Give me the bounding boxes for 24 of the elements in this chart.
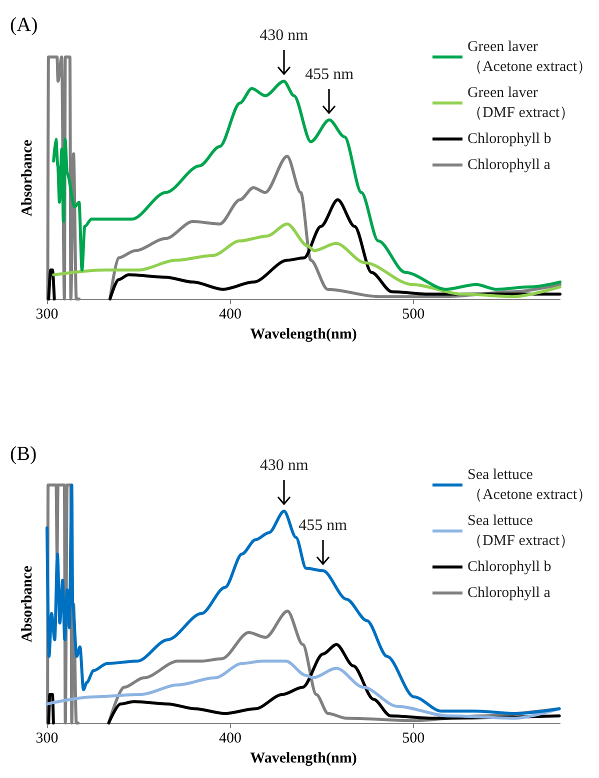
annotation: 430 nm — [260, 27, 308, 46]
chart-title: (B) — [10, 443, 37, 465]
legend-label: Sea lettuce （Acetone extract） — [467, 467, 592, 503]
legend-label: Chlorophyll b — [467, 559, 552, 575]
x-axis-title: Wavelength(nm) — [250, 750, 357, 766]
x-tick-label: 400 — [218, 730, 242, 746]
legend-label: Chlorophyll a — [467, 157, 551, 173]
legend-label: Chlorophyll a — [467, 585, 551, 601]
legend-label: Green laver （Acetone extract） — [467, 39, 592, 75]
legend-label: Green laver （DMF extract） — [467, 85, 575, 121]
annotation: 430 nm — [260, 457, 308, 476]
x-axis-title: Wavelength(nm) — [250, 326, 357, 342]
legend-label: Sea lettuce （DMF extract） — [467, 513, 575, 549]
chart-title: (A) — [10, 14, 38, 36]
annotation: 455 nm — [298, 516, 348, 535]
x-tick-label: 500 — [402, 306, 425, 322]
legend-label: Chlorophyll b — [467, 131, 552, 147]
y-axis-title: Absorbance — [20, 139, 36, 216]
annotation: 455 nm — [305, 66, 354, 84]
x-tick-label: 300 — [36, 306, 58, 322]
y-axis-title: Absorbance — [20, 565, 36, 642]
x-tick-label: 300 — [36, 730, 58, 746]
x-tick-label: 500 — [402, 730, 425, 746]
x-tick-label: 400 — [218, 306, 242, 322]
